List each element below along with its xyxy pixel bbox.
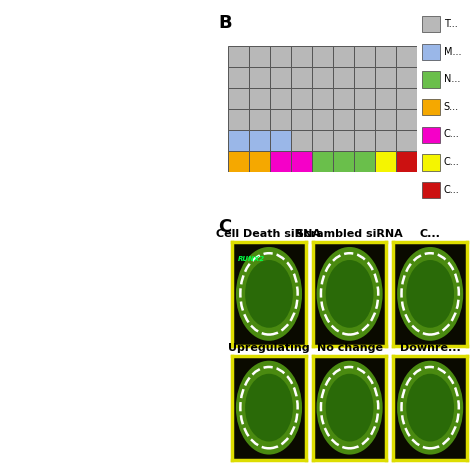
Text: No change: No change bbox=[317, 343, 383, 353]
Bar bbox=[312, 109, 333, 130]
Bar bbox=[291, 67, 312, 88]
Bar bbox=[333, 46, 354, 67]
Bar bbox=[248, 88, 270, 109]
Ellipse shape bbox=[245, 260, 293, 328]
Bar bbox=[375, 109, 396, 130]
Text: S...: S... bbox=[444, 102, 459, 112]
Text: C: C bbox=[218, 218, 231, 236]
Text: RUNX2: RUNX2 bbox=[238, 255, 265, 262]
Ellipse shape bbox=[326, 374, 374, 442]
Text: M...: M... bbox=[444, 46, 461, 56]
Bar bbox=[375, 151, 396, 172]
Bar bbox=[312, 88, 333, 109]
Bar bbox=[291, 88, 312, 109]
Ellipse shape bbox=[236, 247, 302, 341]
Bar bbox=[396, 130, 417, 151]
Bar bbox=[248, 109, 270, 130]
Bar bbox=[396, 88, 417, 109]
Bar bbox=[354, 151, 375, 172]
Bar bbox=[354, 109, 375, 130]
Bar bbox=[291, 151, 312, 172]
Bar bbox=[312, 46, 333, 67]
Bar bbox=[228, 109, 248, 130]
Bar bbox=[354, 88, 375, 109]
Bar bbox=[375, 67, 396, 88]
Bar bbox=[312, 151, 333, 172]
Bar bbox=[396, 46, 417, 67]
Bar bbox=[291, 130, 312, 151]
Bar bbox=[228, 151, 248, 172]
Bar bbox=[333, 130, 354, 151]
Ellipse shape bbox=[406, 374, 454, 442]
Text: Scrambled siRNA: Scrambled siRNA bbox=[296, 229, 403, 239]
Ellipse shape bbox=[317, 361, 383, 455]
Ellipse shape bbox=[236, 361, 302, 455]
Text: Upregulating: Upregulating bbox=[228, 343, 310, 353]
Bar bbox=[375, 88, 396, 109]
Bar bbox=[291, 46, 312, 67]
Bar bbox=[228, 130, 248, 151]
Bar bbox=[270, 151, 291, 172]
Text: B: B bbox=[218, 14, 232, 32]
Text: C...: C... bbox=[444, 185, 459, 195]
Ellipse shape bbox=[406, 260, 454, 328]
Bar bbox=[333, 88, 354, 109]
Bar bbox=[228, 88, 248, 109]
Bar bbox=[270, 46, 291, 67]
Bar bbox=[312, 67, 333, 88]
Bar bbox=[375, 130, 396, 151]
Bar bbox=[422, 155, 440, 171]
Bar bbox=[312, 130, 333, 151]
Text: N...: N... bbox=[444, 74, 460, 84]
Bar bbox=[396, 109, 417, 130]
Bar bbox=[354, 130, 375, 151]
Bar bbox=[333, 67, 354, 88]
Bar bbox=[248, 67, 270, 88]
Bar bbox=[270, 130, 291, 151]
Bar bbox=[396, 67, 417, 88]
Text: Cell Death siRNA: Cell Death siRNA bbox=[217, 229, 321, 239]
Ellipse shape bbox=[397, 247, 463, 341]
Ellipse shape bbox=[397, 361, 463, 455]
Text: Downre...: Downre... bbox=[400, 343, 461, 353]
Bar bbox=[422, 72, 440, 88]
Bar bbox=[248, 151, 270, 172]
Text: C...: C... bbox=[444, 157, 459, 167]
Bar bbox=[270, 67, 291, 88]
Bar bbox=[333, 109, 354, 130]
Bar bbox=[354, 46, 375, 67]
Bar bbox=[228, 46, 248, 67]
Bar bbox=[248, 46, 270, 67]
Bar bbox=[396, 151, 417, 172]
Text: T...: T... bbox=[444, 19, 457, 29]
Bar bbox=[422, 16, 440, 33]
Bar bbox=[228, 67, 248, 88]
Bar bbox=[422, 44, 440, 60]
Bar bbox=[354, 67, 375, 88]
Bar bbox=[422, 127, 440, 143]
Bar bbox=[422, 182, 440, 198]
Bar bbox=[333, 151, 354, 172]
Bar bbox=[270, 109, 291, 130]
Bar bbox=[291, 109, 312, 130]
Bar bbox=[248, 130, 270, 151]
Bar bbox=[270, 88, 291, 109]
Ellipse shape bbox=[326, 260, 374, 328]
Bar bbox=[422, 99, 440, 115]
Ellipse shape bbox=[245, 374, 293, 442]
Ellipse shape bbox=[317, 247, 383, 341]
Text: C...: C... bbox=[419, 229, 441, 239]
Text: C...: C... bbox=[444, 129, 459, 139]
Bar bbox=[375, 46, 396, 67]
